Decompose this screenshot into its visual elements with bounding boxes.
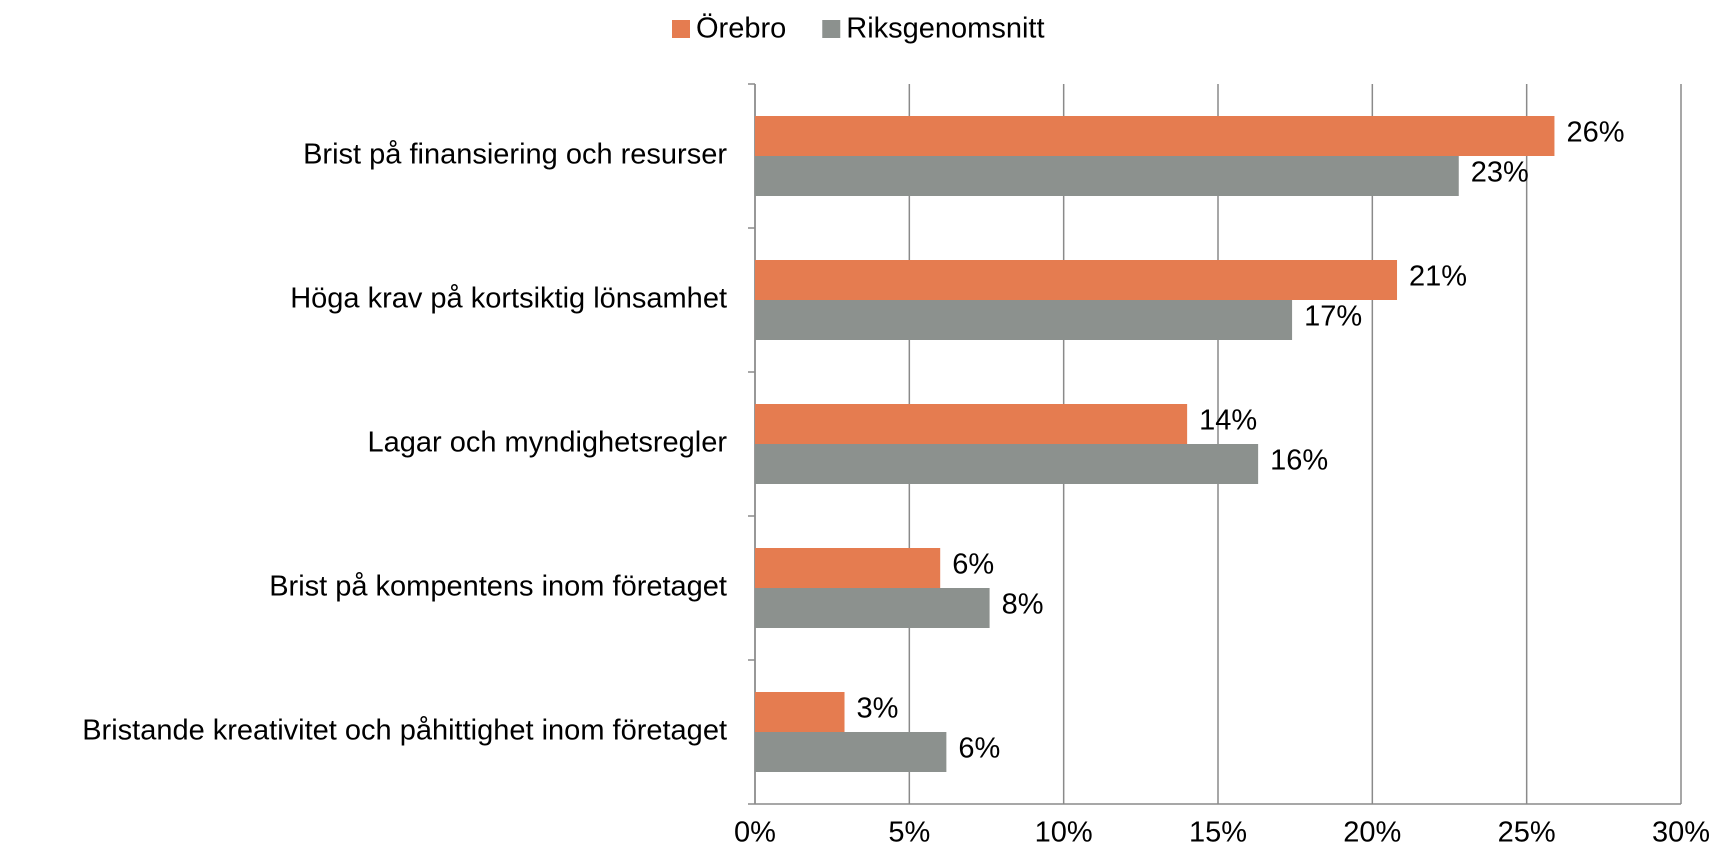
data-label: 6%: [952, 549, 994, 581]
data-label: 3%: [857, 693, 899, 725]
y-tick-label: Bristande kreativitet och påhittighet in…: [82, 715, 727, 747]
bar: [755, 692, 845, 732]
bar: [755, 548, 941, 588]
data-label: 16%: [1270, 445, 1328, 477]
data-label: 8%: [1002, 589, 1044, 621]
data-label: 17%: [1304, 301, 1362, 333]
y-tick-label: Brist på kompentens inom företaget: [269, 571, 727, 603]
x-tick-label: 30%: [1652, 817, 1710, 849]
bar: [755, 588, 990, 628]
y-tick-label: Lagar och myndighetsregler: [368, 427, 728, 459]
legend-label: Riksgenomsnitt: [846, 13, 1044, 45]
bar: [755, 300, 1293, 340]
legend-label: Örebro: [696, 13, 786, 45]
y-tick-label: Höga krav på kortsiktig lönsamhet: [290, 283, 727, 315]
data-label: 14%: [1199, 405, 1257, 437]
legend-swatch: [822, 20, 841, 38]
bar: [755, 732, 947, 772]
bar: [755, 156, 1459, 196]
x-tick-label: 15%: [1189, 817, 1247, 849]
x-tick-label: 20%: [1343, 817, 1401, 849]
x-tick-label: 25%: [1498, 817, 1556, 849]
bar: [755, 116, 1555, 156]
legend-swatch: [672, 20, 690, 38]
bar: [755, 404, 1188, 444]
x-tick-label: 5%: [888, 817, 930, 849]
data-label: 21%: [1409, 261, 1467, 293]
x-tick-label: 0%: [734, 817, 776, 849]
bar: [755, 444, 1259, 484]
data-label: 26%: [1566, 117, 1624, 149]
bar: [755, 260, 1398, 300]
data-label: 23%: [1471, 157, 1529, 189]
data-label: 6%: [958, 733, 1000, 765]
x-tick-label: 10%: [1035, 817, 1093, 849]
y-tick-label: Brist på finansiering och resurser: [303, 139, 727, 171]
